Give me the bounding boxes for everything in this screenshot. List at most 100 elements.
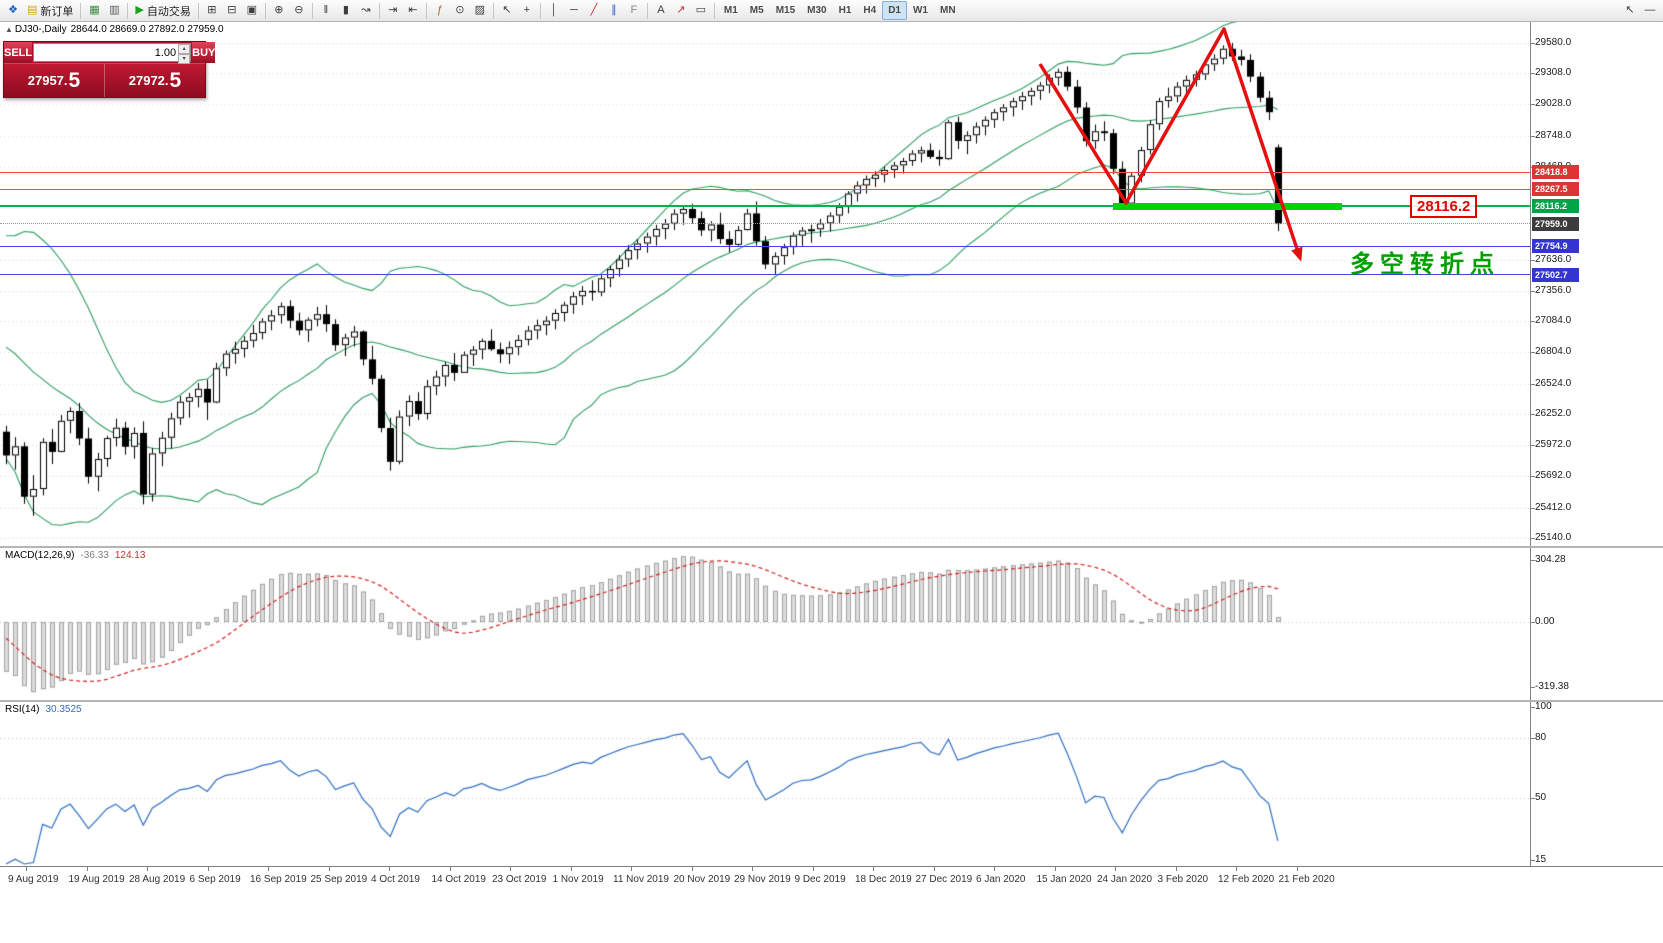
templates-icon: ▨ xyxy=(474,4,486,16)
tile-windows-icon[interactable]: ⊞ xyxy=(202,1,222,20)
profiles-icon[interactable]: ▥ xyxy=(104,1,124,20)
candlestick-chart-icon[interactable]: ▮ xyxy=(336,1,356,20)
rsi-axis-label: 80 xyxy=(1535,732,1547,743)
channel-icon[interactable]: ∥ xyxy=(604,1,624,20)
arrow-object-icon[interactable]: ↗ xyxy=(671,1,691,20)
date-axis-tick xyxy=(812,867,814,871)
lot-size-input[interactable] xyxy=(34,44,179,61)
price-axis-label: 27084.0 xyxy=(1535,315,1572,327)
auto-scroll-icon[interactable]: ⇥ xyxy=(383,1,403,20)
line-chart-icon[interactable]: ↝ xyxy=(356,1,376,20)
buy-price[interactable]: 27972. 5 xyxy=(105,64,205,97)
timeframe-m30-button[interactable]: M30 xyxy=(807,5,827,16)
periods-menu-icon[interactable]: ⊙ xyxy=(450,1,470,20)
pane-splitter[interactable] xyxy=(0,700,1663,702)
pointer-icon[interactable]: ↖ xyxy=(1620,1,1640,20)
zoom-in-icon: ⊕ xyxy=(274,4,284,16)
resistance-line-1-price-tag: 28418.8 xyxy=(1532,165,1579,180)
timeframe-w1-button[interactable]: W1 xyxy=(912,5,928,16)
demand-zone-rectangle[interactable] xyxy=(1113,202,1342,210)
date-axis-tick xyxy=(26,867,27,871)
price-axis-label: 27356.0 xyxy=(1535,284,1572,296)
cursor-icon[interactable]: ↖ xyxy=(497,1,517,20)
sell-price[interactable]: 27957. 5 xyxy=(4,64,105,97)
zoom-in-icon[interactable]: ⊕ xyxy=(269,1,289,20)
sell-button[interactable]: SELL xyxy=(4,42,33,63)
auto-trading-button: ▶ xyxy=(135,4,144,16)
text-label-icon[interactable]: A xyxy=(651,1,671,20)
horizontal-line-icon[interactable]: ─ xyxy=(564,1,584,20)
zoom-out-icon: ⊖ xyxy=(294,4,304,16)
price-axis-tick xyxy=(1531,538,1535,539)
app-logo-icon[interactable]: ❖ xyxy=(3,1,23,20)
macd-axis-tick xyxy=(1531,687,1535,688)
vertical-line-icon[interactable]: │ xyxy=(544,1,564,20)
turning-point-label[interactable]: 多空转折点 xyxy=(1350,251,1500,278)
price-axis-tick xyxy=(1531,414,1535,415)
lot-stepper: ▴ ▾ xyxy=(178,44,191,64)
bid-price-line[interactable] xyxy=(0,223,1530,225)
chart-shift-icon[interactable]: ⇤ xyxy=(403,1,423,20)
resistance-line-2[interactable] xyxy=(0,188,1530,190)
macd-axis-label: -319.38 xyxy=(1535,681,1569,693)
rsi-pane-canvas[interactable] xyxy=(0,702,1530,866)
chart-menu-icon[interactable]: ▲ xyxy=(5,25,13,34)
timeframe-m5-button[interactable]: M5 xyxy=(749,5,764,16)
new-chart-icon[interactable]: ▦ xyxy=(84,1,104,20)
timeframe-mn-button[interactable]: MN xyxy=(939,5,956,16)
new-order-button[interactable]: ▤ 新订单 xyxy=(23,1,77,20)
timeframe-h4-button[interactable]: H4 xyxy=(863,5,877,16)
auto-trading-button[interactable]: ▶ 自动交易 xyxy=(131,1,194,20)
indicators-icon[interactable]: ƒ xyxy=(430,1,450,20)
cascade-windows-icon[interactable]: ⊟ xyxy=(222,1,242,20)
templates-icon[interactable]: ▨ xyxy=(470,1,490,20)
date-axis-tick xyxy=(1054,867,1056,871)
trendline-icon[interactable]: ╱ xyxy=(584,1,604,20)
lot-increase-icon[interactable]: ▴ xyxy=(178,44,191,54)
date-axis-label: 15 Jan 2020 xyxy=(1036,874,1092,885)
price-axis-label: 25972.0 xyxy=(1535,439,1572,451)
support-line-blue-2-price-tag: 27502.7 xyxy=(1532,267,1579,282)
fibonacci-icon[interactable]: F xyxy=(624,1,644,20)
rsi-axis-tick xyxy=(1531,707,1535,708)
periods-menu-icon: ⊙ xyxy=(455,4,465,16)
date-axis-label: 18 Dec 2019 xyxy=(855,874,912,885)
line-tool-icon[interactable]: — xyxy=(1640,1,1660,20)
arrange-windows-icon[interactable]: ▣ xyxy=(242,1,262,20)
line-chart-icon: ↝ xyxy=(361,4,371,16)
horizontal-line-icon: ─ xyxy=(569,4,578,16)
price-axis-label: 28748.0 xyxy=(1535,129,1572,141)
chart-window[interactable]: 29580.029308.029028.028748.028468.027636… xyxy=(0,22,1663,943)
date-axis-label: 16 Sep 2019 xyxy=(250,874,307,885)
toolbar-separator xyxy=(378,2,380,19)
crosshair-icon[interactable]: + xyxy=(517,1,537,20)
buy-button[interactable]: BUY xyxy=(192,42,216,63)
resistance-line-1[interactable] xyxy=(0,171,1530,173)
price-axis-tick xyxy=(1531,291,1535,292)
price-chart-canvas[interactable] xyxy=(0,22,1530,546)
date-axis-tick xyxy=(752,867,753,871)
date-axis-tick xyxy=(207,867,209,871)
lot-decrease-icon[interactable]: ▾ xyxy=(178,54,191,64)
support-line-green[interactable] xyxy=(0,205,1530,208)
timeframe-m15-button[interactable]: M15 xyxy=(775,5,796,16)
timeframe-m1-button[interactable]: M1 xyxy=(723,5,738,16)
shapes-icon[interactable]: ▭ xyxy=(691,1,711,20)
date-axis-label: 6 Jan 2020 xyxy=(976,874,1026,885)
macd-axis-tick xyxy=(1531,560,1535,561)
price-callout-label[interactable]: 28116.2 xyxy=(1410,195,1478,218)
time-axis[interactable]: 9 Aug 2019 19 Aug 2019 28 Aug 2019 6 Sep 20… xyxy=(0,866,1663,943)
price-big-digit: 5 xyxy=(68,69,81,92)
timeframe-d1-button[interactable]: D1 xyxy=(882,1,907,20)
support-line-blue-2[interactable] xyxy=(0,274,1530,276)
timeframe-h1-button[interactable]: H1 xyxy=(838,5,852,16)
rsi-name: RSI(14) xyxy=(5,704,40,715)
price-scale[interactable]: 29580.029308.029028.028748.028468.027636… xyxy=(1530,22,1663,866)
macd-pane-canvas[interactable] xyxy=(0,548,1530,700)
bar-chart-icon[interactable]: ‖ xyxy=(316,1,336,20)
symbol-timeframe-label: DJ30-,Daily xyxy=(14,24,67,35)
support-line-blue-1[interactable] xyxy=(0,245,1530,247)
date-axis-label: 28 Aug 2019 xyxy=(129,874,186,885)
pane-splitter[interactable] xyxy=(0,546,1663,548)
zoom-out-icon[interactable]: ⊖ xyxy=(289,1,309,20)
